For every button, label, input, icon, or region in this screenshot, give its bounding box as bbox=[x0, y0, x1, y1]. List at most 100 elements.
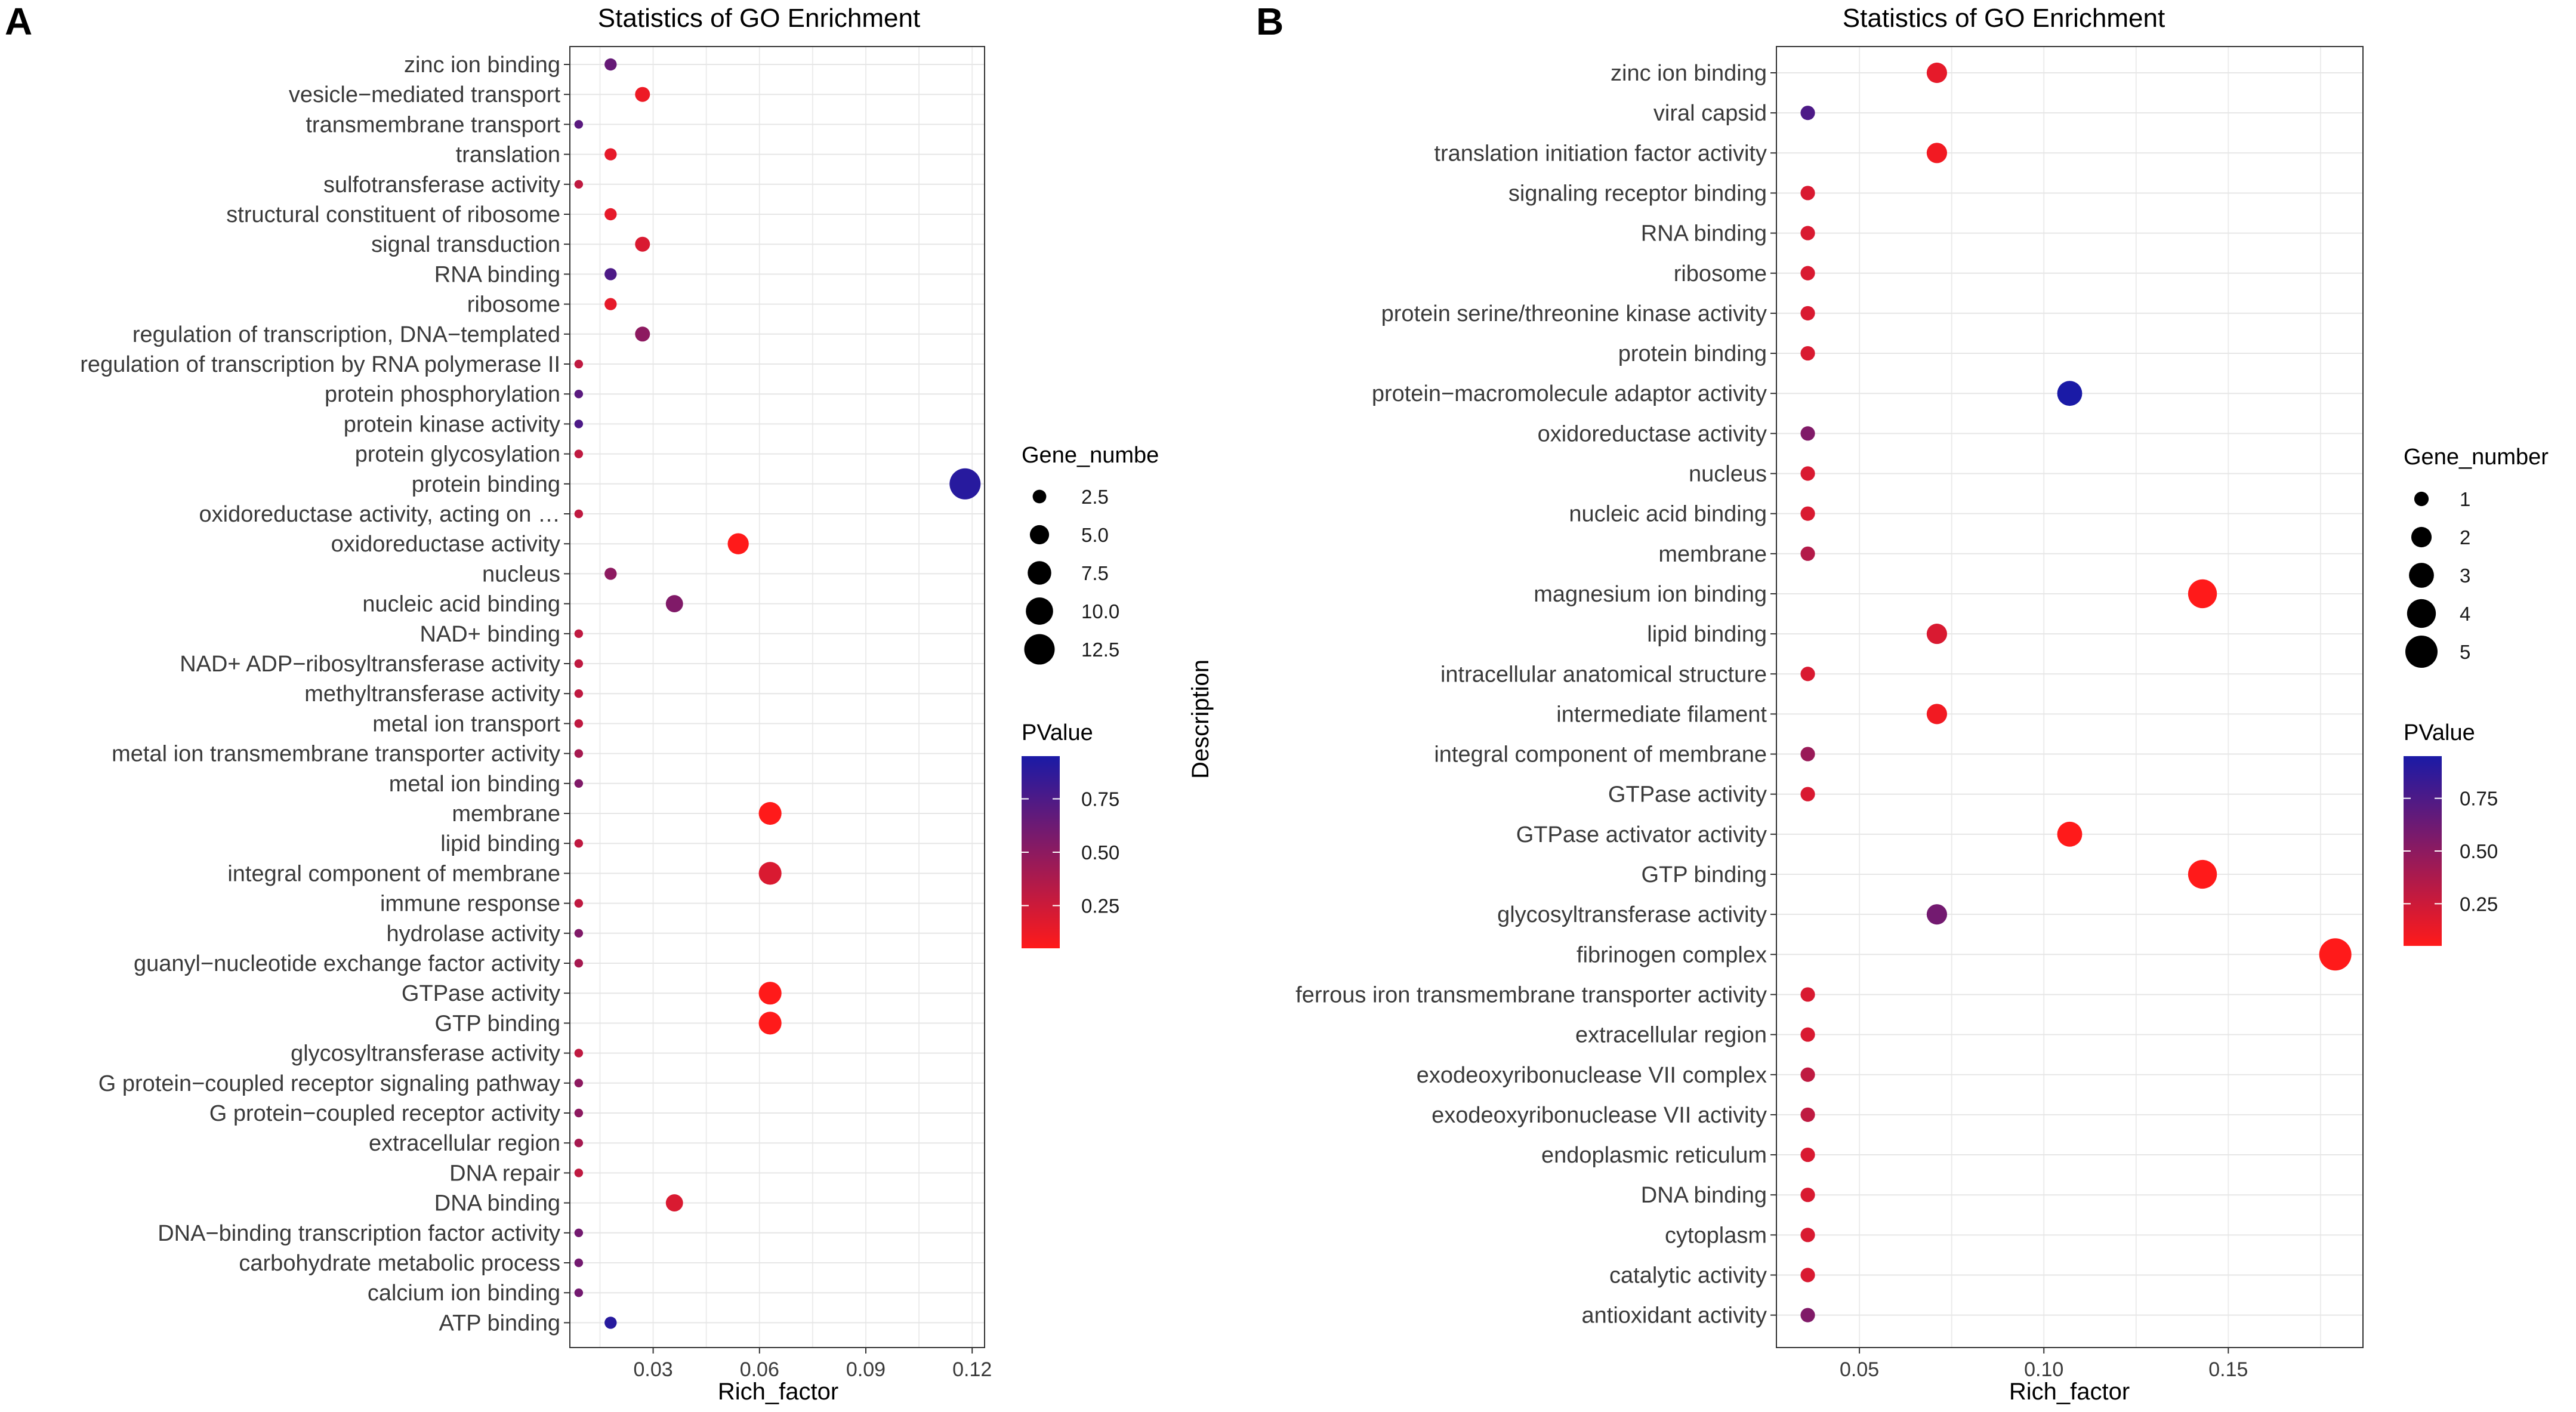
color-legend-label: 0.75 bbox=[2460, 788, 2498, 810]
y-tick-label: glycosyltransferase activity bbox=[291, 1041, 560, 1066]
data-point bbox=[758, 1012, 782, 1035]
size-legend-key bbox=[1032, 489, 1047, 504]
data-point bbox=[2188, 859, 2217, 889]
data-point bbox=[574, 929, 584, 938]
panel-letter-a: A bbox=[5, 0, 32, 43]
y-tick-label: membrane bbox=[1658, 542, 1767, 567]
size-legend-key bbox=[1029, 525, 1050, 545]
y-tick-label: structural constituent of ribosome bbox=[226, 202, 560, 227]
data-point bbox=[1800, 266, 1815, 280]
y-tick-label: ribosome bbox=[467, 292, 560, 317]
data-point bbox=[574, 180, 584, 189]
data-point bbox=[1926, 704, 1948, 725]
y-tick-label: NAD+ binding bbox=[419, 622, 560, 647]
y-tick-label: lipid binding bbox=[440, 831, 560, 856]
data-point bbox=[604, 568, 617, 580]
x-axis-title-b: Rich_factor bbox=[2009, 1379, 2130, 1405]
y-tick-label: intermediate filament bbox=[1556, 702, 1767, 727]
y-tick-label: regulation of transcription by RNA polym… bbox=[80, 352, 560, 377]
y-tick-label: hydrolase activity bbox=[387, 921, 560, 947]
data-point bbox=[1800, 1308, 1815, 1322]
y-tick-label: viral capsid bbox=[1653, 101, 1767, 126]
y-tick-label: integral component of membrane bbox=[227, 861, 560, 886]
y-tick-label: metal ion transmembrane transporter acti… bbox=[112, 742, 560, 767]
data-point bbox=[1800, 1147, 1815, 1163]
data-point bbox=[574, 779, 584, 788]
color-legend-label: 0.50 bbox=[2460, 840, 2498, 862]
plot-background bbox=[570, 47, 985, 1348]
y-tick-label: GTP binding bbox=[1641, 862, 1767, 887]
data-point bbox=[2188, 579, 2217, 609]
y-tick-label: vesicle−mediated transport bbox=[289, 82, 561, 107]
y-tick-label: GTP binding bbox=[434, 1011, 560, 1036]
y-tick-label: intracellular anatomical structure bbox=[1440, 662, 1767, 687]
y-tick-label: ATP binding bbox=[439, 1311, 560, 1336]
y-tick-label: translation initiation factor activity bbox=[1434, 141, 1767, 166]
y-tick-label: RNA binding bbox=[434, 262, 560, 287]
color-legend-b: 0.75 0.50 0.25 bbox=[2404, 788, 2498, 915]
data-point bbox=[574, 899, 584, 908]
color-legend-label: 0.25 bbox=[2460, 893, 2498, 915]
y-tick-label: calcium ion binding bbox=[368, 1281, 560, 1306]
y-tick-label: integral component of membrane bbox=[1434, 742, 1767, 767]
data-point bbox=[1800, 1188, 1815, 1203]
y-tick-label: glycosyltransferase activity bbox=[1497, 902, 1767, 927]
y-tick-label: endoplasmic reticulum bbox=[1541, 1143, 1767, 1168]
chart-title-a: Statistics of GO Enrichment bbox=[598, 4, 920, 33]
x-tick-label: 0.09 bbox=[846, 1358, 886, 1381]
y-tick-label: NAD+ ADP−ribosyltransferase activity bbox=[180, 652, 560, 677]
color-legend-title-b: PValue bbox=[2404, 720, 2475, 745]
data-point bbox=[1800, 306, 1815, 320]
data-point bbox=[574, 629, 584, 639]
data-point bbox=[758, 801, 782, 825]
y-tick-label: cytoplasm bbox=[1665, 1223, 1767, 1248]
data-point bbox=[1926, 624, 1948, 645]
size-legend-key bbox=[2405, 636, 2438, 668]
data-point bbox=[1800, 106, 1815, 121]
data-point bbox=[1800, 186, 1815, 201]
y-tick-label: catalytic activity bbox=[1609, 1263, 1767, 1288]
color-legend-a: 0.75 0.50 0.25 bbox=[1022, 788, 1119, 917]
size-legend-label: 5.0 bbox=[1081, 524, 1109, 546]
y-tick-label: G protein−coupled receptor signaling pat… bbox=[98, 1071, 560, 1096]
data-point bbox=[574, 1228, 584, 1238]
data-point bbox=[1800, 346, 1815, 361]
plot-border bbox=[569, 46, 985, 1348]
data-point bbox=[574, 1138, 584, 1148]
y-tick-label: methyltransferase activity bbox=[304, 682, 560, 707]
data-point bbox=[1800, 747, 1815, 762]
x-tick-label: 0.03 bbox=[634, 1358, 673, 1381]
y-tick-label: G protein−coupled receptor activity bbox=[209, 1101, 560, 1126]
data-point bbox=[604, 148, 617, 161]
size-legend-a: 2.5 5.0 7.5 10.0 12.5 bbox=[1024, 486, 1119, 665]
x-tick-label: 0.15 bbox=[2208, 1358, 2248, 1381]
data-point bbox=[2057, 381, 2083, 406]
data-point bbox=[665, 595, 683, 613]
data-point bbox=[758, 862, 782, 885]
size-legend-label: 5 bbox=[2460, 641, 2470, 663]
data-point bbox=[1800, 226, 1815, 241]
y-tick-label: exodeoxyribonuclease VII activity bbox=[1432, 1103, 1767, 1128]
data-point bbox=[665, 1194, 683, 1212]
y-tick-label: zinc ion binding bbox=[404, 53, 560, 78]
data-point bbox=[574, 719, 584, 728]
color-legend-label: 0.50 bbox=[1081, 841, 1119, 864]
size-legend-key bbox=[2407, 599, 2436, 628]
size-legend-label: 3 bbox=[2460, 565, 2470, 587]
data-point bbox=[574, 509, 584, 519]
data-point bbox=[635, 236, 650, 252]
y-tick-label: magnesium ion binding bbox=[1534, 582, 1767, 607]
y-tick-label: translation bbox=[456, 143, 560, 168]
y-tick-label: GTPase activator activity bbox=[1516, 822, 1767, 847]
data-point bbox=[1800, 506, 1815, 521]
data-point bbox=[949, 468, 981, 500]
plot-area-a: zinc ion binding vesicle−mediated transpo… bbox=[80, 46, 992, 1381]
y-tick-label: protein glycosylation bbox=[355, 442, 560, 467]
y-tick-label: fibrinogen complex bbox=[1577, 942, 1767, 967]
size-legend-key bbox=[2409, 563, 2434, 588]
size-legend-title-a: Gene_numbe bbox=[1022, 443, 1159, 468]
panel-a: A Statistics of GO Enrichment Rich_facto… bbox=[5, 0, 1159, 1405]
data-point bbox=[1800, 466, 1815, 481]
y-tick-label: nucleic acid binding bbox=[362, 592, 560, 617]
